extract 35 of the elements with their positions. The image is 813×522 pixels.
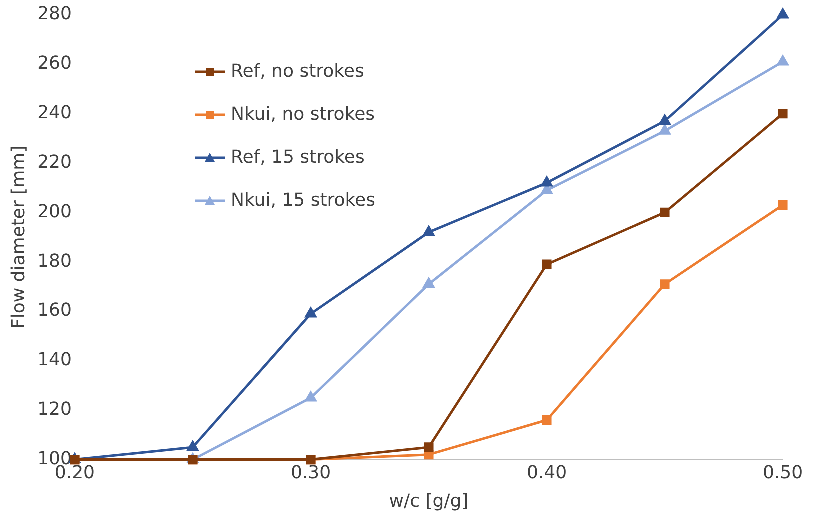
point (542, 415, 552, 426)
y-axis-title: Flow diameter [mm] (8, 146, 30, 330)
x-axis-title: w/c [g/g] (389, 490, 469, 512)
point (423, 226, 435, 236)
y-tick-label: 160 (38, 300, 72, 322)
legend-label: Nkui, no strokes (231, 104, 376, 125)
y-tick-label: 260 (38, 53, 72, 74)
point (187, 441, 199, 452)
legend-label: Ref, 15 strokes (231, 147, 365, 168)
point (305, 392, 317, 402)
point (659, 115, 671, 126)
y-tick-label: 220 (38, 152, 72, 173)
point (424, 442, 434, 452)
y-tick-label: 240 (38, 102, 72, 124)
y-tick-label: 120 (38, 399, 72, 420)
x-tick-label: 0.40 (526, 462, 568, 484)
point (778, 200, 788, 210)
point (660, 280, 670, 290)
point (660, 208, 670, 218)
legend-label: Nkui, 15 strokes (231, 190, 376, 211)
y-tick-label: 140 (38, 350, 72, 371)
y-tick-label: 180 (38, 250, 72, 272)
point (778, 109, 788, 119)
point (305, 308, 317, 318)
point (423, 278, 435, 288)
x-tick-label: 0.50 (762, 462, 804, 484)
point (541, 176, 553, 187)
point (659, 124, 671, 135)
point (777, 8, 789, 19)
point (542, 260, 552, 270)
legend-label: Ref, no strokes (231, 61, 364, 82)
y-tick-label: 280 (38, 4, 72, 25)
x-tick-label: 0.30 (290, 462, 332, 484)
point (777, 56, 789, 66)
y-tick-label: 200 (38, 201, 72, 222)
